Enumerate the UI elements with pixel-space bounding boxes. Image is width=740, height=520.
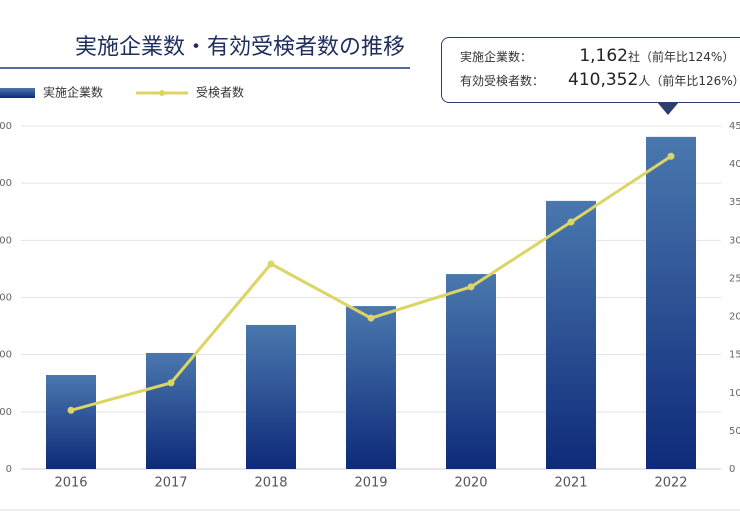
chart-title: 実施企業数・有効受検者数の推移 <box>75 35 405 60</box>
bar <box>646 136 696 469</box>
callout-unit: 人 <box>638 74 651 88</box>
legend-swatch <box>159 90 165 96</box>
y2-tick-label: 450,000 <box>729 121 740 132</box>
legend-label: 受検者数 <box>196 85 244 100</box>
bar <box>446 274 496 469</box>
y2-tick-label: 200,000 <box>729 312 740 323</box>
point <box>567 218 575 226</box>
y-tick-label: 800 <box>0 235 12 246</box>
y2-tick-label: 0 <box>729 464 735 475</box>
callout-pointer <box>657 102 679 115</box>
callout-label: 有効受検者数： <box>460 74 545 88</box>
callout-value: 1,162 <box>579 46 628 66</box>
point <box>367 314 375 322</box>
callout-row: 実施企業数： 1,162 社 （前年比124%） <box>460 46 740 70</box>
x-tick-label: 2021 <box>554 476 587 491</box>
legend-swatch <box>0 88 35 98</box>
y2-tick-label: 50,000 <box>729 426 740 437</box>
x-tick-label: 2022 <box>654 476 687 491</box>
point <box>267 260 275 268</box>
bar <box>346 306 396 469</box>
callout: 実施企業数： 1,162 社 （前年比124%） 有効受検者数： 410,352… <box>441 37 740 103</box>
y-tick-label: 600 <box>0 293 12 304</box>
y-tick-label: 400 <box>0 350 12 361</box>
y2-tick-label: 250,000 <box>729 273 740 284</box>
callout-unit: 社 <box>628 50 641 64</box>
bar <box>246 324 296 469</box>
point <box>167 379 175 387</box>
bar <box>46 374 96 469</box>
y2-tick-label: 400,000 <box>729 159 740 170</box>
y-tick-label: 0 <box>6 464 12 475</box>
y-tick-label: 1,200 <box>0 121 12 132</box>
y2-tick-label: 300,000 <box>729 235 740 246</box>
bar <box>146 352 196 469</box>
x-tick-label: 2019 <box>354 476 387 491</box>
callout-label: 実施企業数： <box>460 50 533 64</box>
callout-note: （前年比124%） <box>640 50 735 64</box>
y-tick-label: 1,000 <box>0 178 12 189</box>
y2-tick-label: 100,000 <box>729 388 740 399</box>
callout-value: 410,352 <box>568 70 639 90</box>
x-tick-label: 2016 <box>54 476 87 491</box>
y2-tick-label: 350,000 <box>729 197 740 208</box>
point <box>467 283 475 291</box>
bar <box>546 200 596 469</box>
y2-tick-label: 150,000 <box>729 350 740 361</box>
callout-row: 有効受検者数： 410,352 人 （前年比126%） <box>460 70 740 94</box>
point <box>67 406 75 414</box>
callout-note: （前年比126%） <box>650 74 740 88</box>
point <box>667 152 675 160</box>
y-tick-label: 200 <box>0 407 12 418</box>
legend-label: 実施企業数 <box>43 85 103 100</box>
x-tick-label: 2020 <box>454 476 487 491</box>
x-tick-label: 2018 <box>254 476 287 491</box>
x-tick-label: 2017 <box>154 476 187 491</box>
